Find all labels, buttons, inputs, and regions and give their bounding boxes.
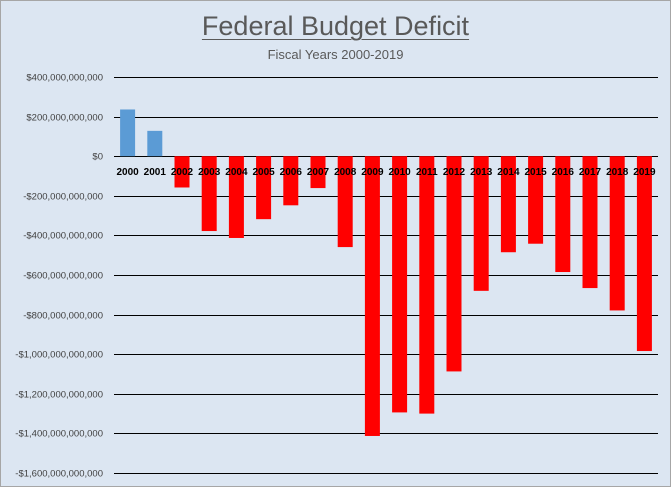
y-tick-label: $400,000,000,000 bbox=[26, 73, 103, 84]
bar-2019 bbox=[636, 156, 652, 352]
bar-2003 bbox=[201, 156, 217, 232]
chart-title: Federal Budget Deficit bbox=[201, 11, 470, 41]
x-tick-label: 2019 bbox=[633, 167, 656, 178]
bar-2007 bbox=[310, 156, 326, 189]
bar-2004 bbox=[228, 156, 244, 238]
x-tick-label: 2014 bbox=[497, 167, 520, 178]
x-tick-label: 2002 bbox=[171, 167, 194, 178]
y-tick-label: $200,000,000,000 bbox=[26, 113, 103, 124]
x-tick-label: 2016 bbox=[552, 167, 575, 178]
bar-2006 bbox=[283, 156, 299, 206]
x-tick-label: 2013 bbox=[470, 167, 493, 178]
chart-subtitle: Fiscal Years 2000-2019 bbox=[267, 47, 404, 62]
x-tick-label: 2005 bbox=[252, 167, 275, 178]
bar-2014 bbox=[500, 156, 516, 253]
x-tick-label: 2017 bbox=[579, 167, 602, 178]
bar-2015 bbox=[528, 156, 544, 244]
bar-2012 bbox=[446, 156, 462, 372]
gridlines bbox=[114, 77, 658, 474]
bar-2002 bbox=[174, 156, 190, 188]
y-tick-label: -$200,000,000,000 bbox=[23, 192, 103, 203]
bar-2000 bbox=[120, 109, 136, 157]
y-tick-label: -$1,600,000,000,000 bbox=[15, 469, 103, 480]
x-tick-label: 2000 bbox=[116, 167, 139, 178]
x-tick-label: 2008 bbox=[334, 167, 357, 178]
y-tick-label: -$400,000,000,000 bbox=[23, 231, 103, 242]
x-tick-label: 2009 bbox=[361, 167, 384, 178]
y-axis-tick-labels: $400,000,000,000 $200,000,000,000 $0 -$200,… bbox=[15, 73, 103, 480]
x-tick-label: 2015 bbox=[524, 167, 547, 178]
bar-2001 bbox=[147, 130, 163, 157]
y-tick-label: -$1,400,000,000,000 bbox=[15, 429, 103, 440]
y-tick-label: -$600,000,000,000 bbox=[23, 271, 103, 282]
x-tick-label: 2007 bbox=[307, 167, 330, 178]
y-tick-label: -$1,000,000,000,000 bbox=[15, 350, 103, 361]
x-tick-label: 2010 bbox=[388, 167, 411, 178]
x-tick-label: 2001 bbox=[144, 167, 167, 178]
bar-2008 bbox=[337, 156, 353, 248]
y-tick-label: -$800,000,000,000 bbox=[23, 311, 103, 322]
bar-2005 bbox=[256, 156, 272, 220]
bar-2017 bbox=[582, 156, 598, 289]
x-tick-label: 2011 bbox=[416, 167, 438, 178]
bar-2013 bbox=[473, 156, 489, 291]
y-tick-label: $0 bbox=[92, 152, 103, 163]
x-tick-label: 2003 bbox=[198, 167, 221, 178]
bar-2016 bbox=[555, 156, 571, 273]
y-tick-label: -$1,200,000,000,000 bbox=[15, 390, 103, 401]
bar-2009 bbox=[364, 156, 380, 436]
bar-2018 bbox=[609, 156, 625, 311]
x-tick-label: 2004 bbox=[225, 167, 248, 178]
x-axis-tick-labels: 2000 2001 2002 2003 2004 2005 2006 2007 2008 2009… bbox=[116, 167, 655, 178]
bars bbox=[120, 109, 652, 436]
x-tick-label: 2018 bbox=[606, 167, 629, 178]
x-tick-label: 2006 bbox=[280, 167, 303, 178]
x-tick-label: 2012 bbox=[443, 167, 466, 178]
bar-2010 bbox=[392, 156, 408, 413]
bar-2011 bbox=[419, 156, 435, 414]
